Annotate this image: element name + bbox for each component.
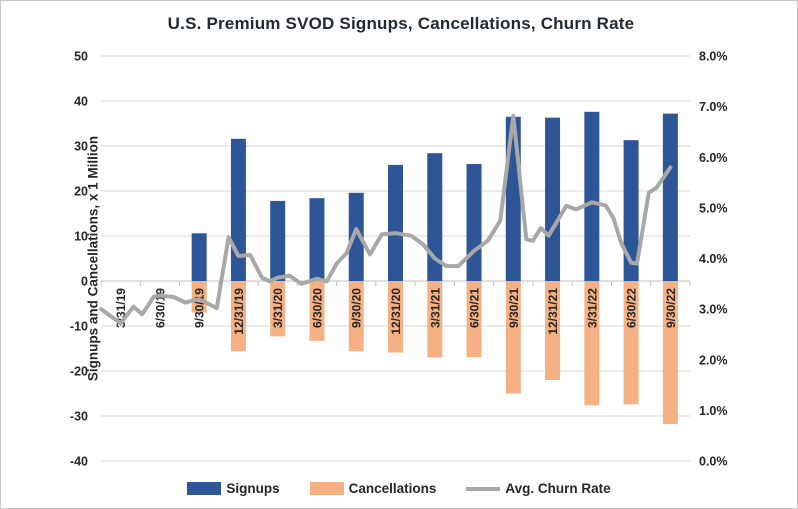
right-axis-tick-label: 6.0% — [699, 151, 728, 165]
left-axis-tick-label: 10 — [74, 230, 88, 244]
category-label: 6/30/21 — [468, 288, 482, 328]
bar-cancellations-9/30/22 — [662, 281, 678, 425]
bar-cancellations-6/30/22 — [623, 281, 639, 405]
right-axis-tick-label: 2.0% — [699, 353, 728, 367]
bar-cancellations-3/31/20 — [270, 281, 286, 337]
bar-signups-6/30/20 — [309, 198, 325, 281]
churn-line-swatch — [466, 486, 501, 491]
bar-signups-9/30/22 — [662, 113, 678, 281]
right-axis-tick-label: 8.0% — [699, 50, 728, 64]
category-label: 3/31/21 — [428, 288, 442, 328]
bar-signups-9/30/19 — [191, 233, 207, 281]
left-axis-title: Signups and Cancellations, x 1 Million — [85, 135, 101, 382]
right-axis-tick-label: 7.0% — [699, 100, 728, 114]
bar-cancellations-12/31/20 — [388, 281, 403, 353]
legend-label-signups: Signups — [226, 481, 280, 496]
right-axis-tick-label: 0.0% — [699, 455, 728, 469]
legend-item-cancellations: Cancellations — [309, 481, 437, 496]
legend-label-cancellations: Cancellations — [348, 481, 437, 496]
bar-signups-12/31/21 — [545, 117, 561, 282]
bar-signups-6/30/21 — [466, 164, 482, 281]
bar-cancellations-3/31/22 — [584, 281, 600, 406]
right-axis-tick-label: 5.0% — [699, 201, 728, 215]
bar-signups-12/31/20 — [388, 164, 403, 281]
legend: Signups Cancellations Avg. Churn Rate — [1, 481, 797, 496]
category-label: 9/30/19 — [193, 288, 207, 328]
left-axis-tick-label: -20 — [70, 365, 88, 379]
churn-rate-line — [99, 113, 673, 326]
right-axis-tick-label: 4.0% — [699, 252, 728, 266]
bar-cancellations-9/30/20 — [348, 281, 364, 352]
bar-cancellations-6/30/20 — [309, 281, 325, 341]
bar-cancellations-12/31/19 — [230, 281, 246, 352]
category-label: 9/30/21 — [507, 288, 521, 328]
category-label: 12/31/19 — [232, 288, 246, 335]
cancellations-swatch — [309, 482, 344, 495]
category-label: 6/30/22 — [625, 288, 639, 328]
category-label: 12/31/21 — [546, 288, 560, 335]
left-axis-tick-label: 0 — [81, 275, 88, 289]
category-label: 9/30/20 — [350, 288, 364, 328]
right-axis-tick-label: 3.0% — [699, 303, 728, 317]
bar-signups-3/31/20 — [270, 200, 286, 281]
bar-signups-9/30/20 — [348, 192, 364, 281]
category-label: 9/30/22 — [664, 288, 678, 328]
left-axis-tick-label: 30 — [74, 140, 88, 154]
legend-item-signups: Signups — [187, 481, 280, 496]
bar-cancellations-6/30/21 — [466, 281, 482, 358]
bar-signups-9/30/21 — [505, 116, 521, 281]
bar-signups-12/31/19 — [230, 138, 246, 281]
chart-title: U.S. Premium SVOD Signups, Cancellations… — [167, 14, 635, 33]
legend-label-churn: Avg. Churn Rate — [505, 481, 611, 496]
left-axis-tick-label: 40 — [74, 95, 88, 109]
left-axis-tick-label: -40 — [70, 455, 88, 469]
left-axis-tick-label: 20 — [74, 185, 88, 199]
legend-item-churn: Avg. Churn Rate — [466, 481, 611, 496]
bar-signups-3/31/21 — [427, 153, 443, 281]
signups-swatch — [187, 482, 222, 495]
category-label: 3/31/22 — [585, 288, 599, 328]
category-label: 6/30/20 — [310, 288, 324, 328]
category-label: 12/31/20 — [389, 288, 403, 335]
right-axis-tick-label: 1.0% — [699, 404, 728, 418]
bar-cancellations-9/30/21 — [505, 281, 521, 394]
bar-signups-3/31/22 — [584, 111, 600, 281]
bar-cancellations-3/31/21 — [427, 281, 443, 358]
bar-signups-6/30/22 — [623, 140, 639, 281]
bar-cancellations-9/30/19 — [191, 281, 207, 313]
category-label: 3/31/20 — [271, 288, 285, 328]
left-axis-tick-label: -30 — [70, 410, 88, 424]
left-axis-tick-label: -10 — [70, 320, 88, 334]
bar-cancellations-12/31/21 — [545, 281, 561, 380]
left-axis-tick-label: 50 — [74, 50, 88, 64]
